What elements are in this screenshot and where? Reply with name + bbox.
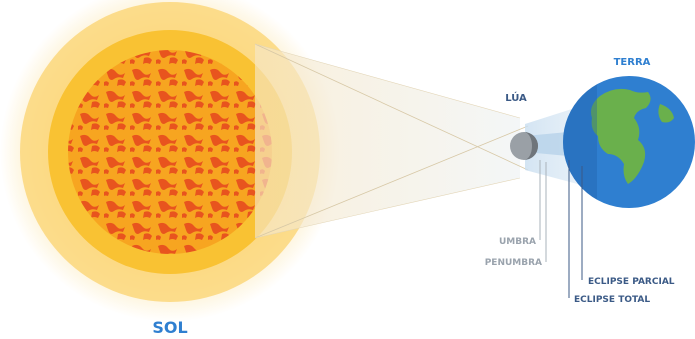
sun-label: SOL [152,318,187,337]
earth-icon [563,76,695,208]
sunlight-beams [254,43,529,239]
sun-icon [0,0,340,322]
penumbra-label: PENUMBRA [485,258,542,268]
moon-icon [510,132,538,160]
moon-label: LÚA [505,91,527,104]
pointer-lines [539,160,583,298]
earth-label: TERRA [614,57,651,68]
total-eclipse-label: ECLIPSE TOTAL [574,295,650,305]
umbra-label: UMBRA [499,237,536,247]
partial-eclipse-label: ECLIPSE PARCIAL [588,277,675,287]
